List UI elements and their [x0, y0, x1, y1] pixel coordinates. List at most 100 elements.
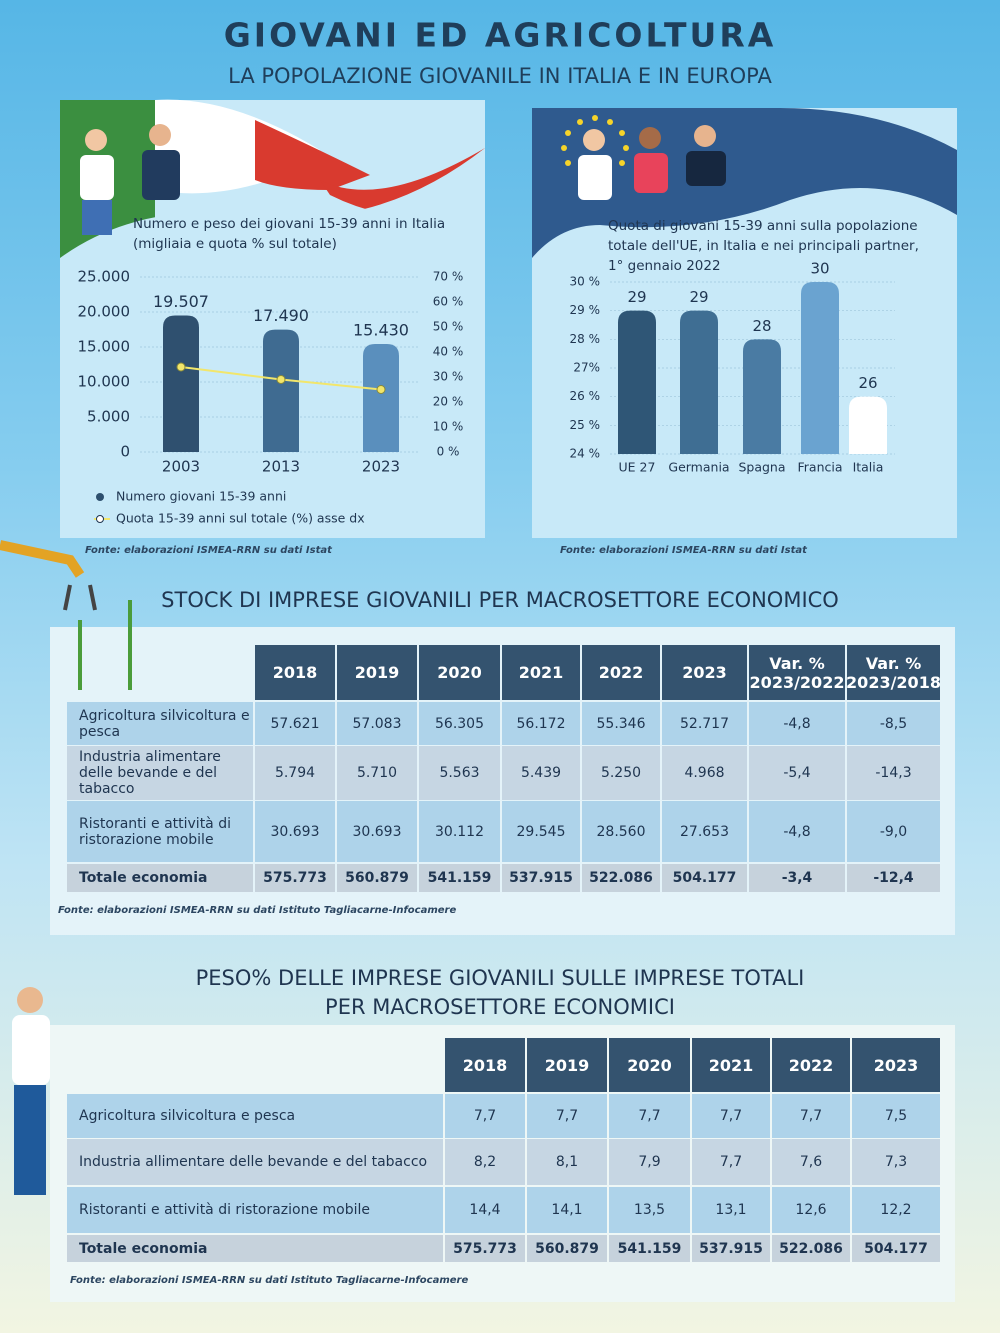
- value-label: 17.490: [253, 306, 309, 325]
- line-marker: [176, 362, 186, 372]
- value-label: 19.507: [153, 292, 209, 311]
- row-label: Totale economia: [67, 864, 253, 892]
- chart-source: Fonte: elaborazioni ISMEA-RRN su dati Is…: [85, 545, 332, 556]
- x-tick-label: UE 27: [619, 460, 656, 475]
- table-cell: 522.086: [582, 864, 660, 892]
- bar: [849, 396, 887, 454]
- x-tick-label: Francia: [797, 460, 842, 475]
- table-cell: 7,7: [445, 1094, 525, 1138]
- value-label: 30: [810, 260, 829, 278]
- table-cell: 8,1: [527, 1139, 607, 1185]
- table-cell: 56.305: [419, 702, 500, 745]
- bar: [618, 310, 656, 454]
- table-cell: 7,7: [692, 1139, 770, 1185]
- table-cell: -9,0: [847, 801, 940, 862]
- table-cell: 52.717: [662, 702, 747, 745]
- bar: [363, 343, 399, 452]
- table-cell: 7,5: [852, 1094, 940, 1138]
- y-tick-label: 15.000: [78, 338, 131, 356]
- page-title: GIOVANI ED AGRICOLTURA: [224, 16, 777, 55]
- y-tick-label: 26 %: [570, 389, 601, 403]
- value-label: 26: [858, 374, 877, 392]
- column-header: 2021: [692, 1038, 770, 1092]
- table-cell: 5.710: [337, 746, 417, 800]
- y-tick-label: 27%: [573, 361, 600, 375]
- table-cell: 541.159: [609, 1235, 690, 1262]
- x-tick-label: 2013: [262, 458, 300, 476]
- bar: [263, 329, 299, 452]
- y2-tick-label: 40 %: [433, 345, 464, 359]
- row-label: Agricoltura silvicoltura e pesca: [67, 1094, 443, 1138]
- value-label: 29: [627, 288, 646, 306]
- table-cell: 12,6: [772, 1187, 850, 1233]
- y-tick-label: 20.000: [78, 303, 131, 321]
- y-tick-label: 25 %: [570, 418, 601, 432]
- y-tick-label: 25.000: [78, 268, 131, 286]
- table-cell: 7,9: [609, 1139, 690, 1185]
- table-cell: 14,1: [527, 1187, 607, 1233]
- bar: [163, 315, 199, 452]
- column-header: 2020: [419, 645, 500, 700]
- row-label: Ristoranti e attività di ristorazione mo…: [67, 801, 253, 862]
- y-tick-label: 10.000: [78, 373, 131, 391]
- legend-swatch: [96, 515, 104, 523]
- table-source: Fonte: elaborazioni ISMEA-RRN su dati Is…: [58, 905, 457, 916]
- column-header: 2023: [662, 645, 747, 700]
- column-header: 2019: [337, 645, 417, 700]
- people: [80, 124, 726, 235]
- table-cell: 4.968: [662, 746, 747, 800]
- y2-tick-label: 70 %: [433, 270, 464, 284]
- table-cell: 12,2: [852, 1187, 940, 1233]
- table-cell: -4,8: [749, 702, 845, 745]
- line-marker: [376, 385, 386, 394]
- x-tick-label: Spagna: [738, 460, 785, 475]
- table-cell: 14,4: [445, 1187, 525, 1233]
- table-cell: -4,8: [749, 801, 845, 862]
- bar: [743, 339, 781, 454]
- table-cell: 13,5: [609, 1187, 690, 1233]
- line-marker: [276, 375, 286, 384]
- column-header: 2020: [609, 1038, 690, 1092]
- y-tick-label: 30 %: [570, 275, 601, 289]
- businessman: [12, 987, 50, 1195]
- table-cell: 57.083: [337, 702, 417, 745]
- column-header: Var. % 2023/2022: [749, 645, 845, 700]
- table-cell: 7,6: [772, 1139, 850, 1185]
- table-cell: 504.177: [662, 864, 747, 892]
- table-cell: -3,4: [749, 864, 845, 892]
- table-cell: 28.560: [582, 801, 660, 862]
- table-cell: 8,2: [445, 1139, 525, 1185]
- table-cell: 537.915: [692, 1235, 770, 1262]
- row-label: Industria alimentare delle bevande e del…: [67, 746, 253, 800]
- table-cell: 7,7: [527, 1094, 607, 1138]
- value-label: 15.430: [353, 320, 409, 339]
- table-cell: 7,3: [852, 1139, 940, 1185]
- table-cell: 5.439: [502, 746, 580, 800]
- y-tick-label: 24 %: [570, 447, 601, 461]
- table-cell: -8,5: [847, 702, 940, 745]
- table-cell: 13,1: [692, 1187, 770, 1233]
- table-cell: 7,7: [609, 1094, 690, 1138]
- table-cell: 30.693: [337, 801, 417, 862]
- x-tick-label: Italia: [853, 460, 884, 475]
- table-cell: 7,7: [692, 1094, 770, 1138]
- column-header: 2018: [445, 1038, 525, 1092]
- y2-tick-label: 0 %: [437, 445, 460, 459]
- table-cell: 5.563: [419, 746, 500, 800]
- column-header: 2023: [852, 1038, 940, 1092]
- table-cell: 575.773: [445, 1235, 525, 1262]
- column-header: Var. % 2023/2018: [846, 645, 941, 700]
- flag-red: [255, 120, 370, 190]
- robot-arm: [0, 540, 132, 690]
- column-header: 2019: [527, 1038, 607, 1092]
- table-cell: 27.653: [662, 801, 747, 862]
- table-cell: 30.693: [255, 801, 335, 862]
- bar: [801, 282, 839, 454]
- eu-wave: [532, 108, 957, 258]
- column-header: 2018: [255, 645, 335, 700]
- y2-tick-label: 20 %: [433, 395, 464, 409]
- row-label: Agricoltura silvicoltura e pesca: [67, 702, 253, 745]
- table-cell: 30.112: [419, 801, 500, 862]
- table-cell: 575.773: [255, 864, 335, 892]
- y-tick-label: 29 %: [570, 303, 601, 317]
